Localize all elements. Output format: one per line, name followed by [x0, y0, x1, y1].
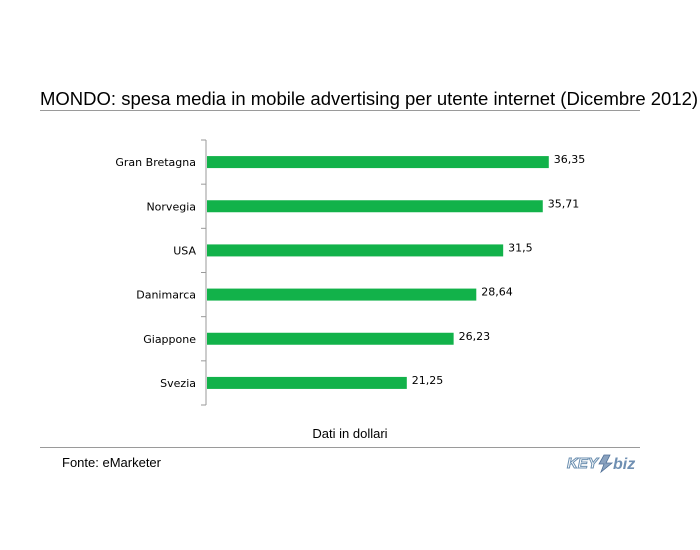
footer-divider — [40, 447, 640, 448]
bar — [207, 244, 504, 257]
title-divider — [40, 110, 640, 111]
key4biz-logo: KEY biz — [567, 454, 635, 474]
bar — [207, 156, 549, 169]
data-label: 26,23 — [459, 330, 491, 343]
logo-4-icon — [598, 454, 614, 474]
y-tick-label: Norvegia — [146, 200, 196, 213]
bar — [207, 332, 454, 345]
logo-text-biz: biz — [613, 456, 635, 473]
y-tick-label: Giappone — [143, 333, 196, 346]
data-label: 28,64 — [481, 286, 513, 299]
y-tick-label: USA — [173, 244, 196, 257]
bar — [207, 376, 407, 389]
y-tick-label: Danimarca — [136, 289, 196, 302]
y-tick-label: Gran Bretagna — [115, 156, 196, 169]
data-label: 35,71 — [548, 197, 580, 210]
chart-title: MONDO: spesa media in mobile advertising… — [40, 88, 699, 109]
source-note: Fonte: eMarketer — [62, 455, 161, 470]
bar — [207, 200, 543, 213]
data-label: 21,25 — [412, 374, 444, 387]
data-label: 36,35 — [554, 153, 586, 166]
y-tick-label: Svezia — [160, 377, 196, 390]
data-label: 31,5 — [508, 241, 533, 254]
x-axis-label: Dati in dollari — [312, 426, 388, 441]
logo-text-key: KEY — [567, 455, 600, 472]
bar — [207, 288, 477, 301]
